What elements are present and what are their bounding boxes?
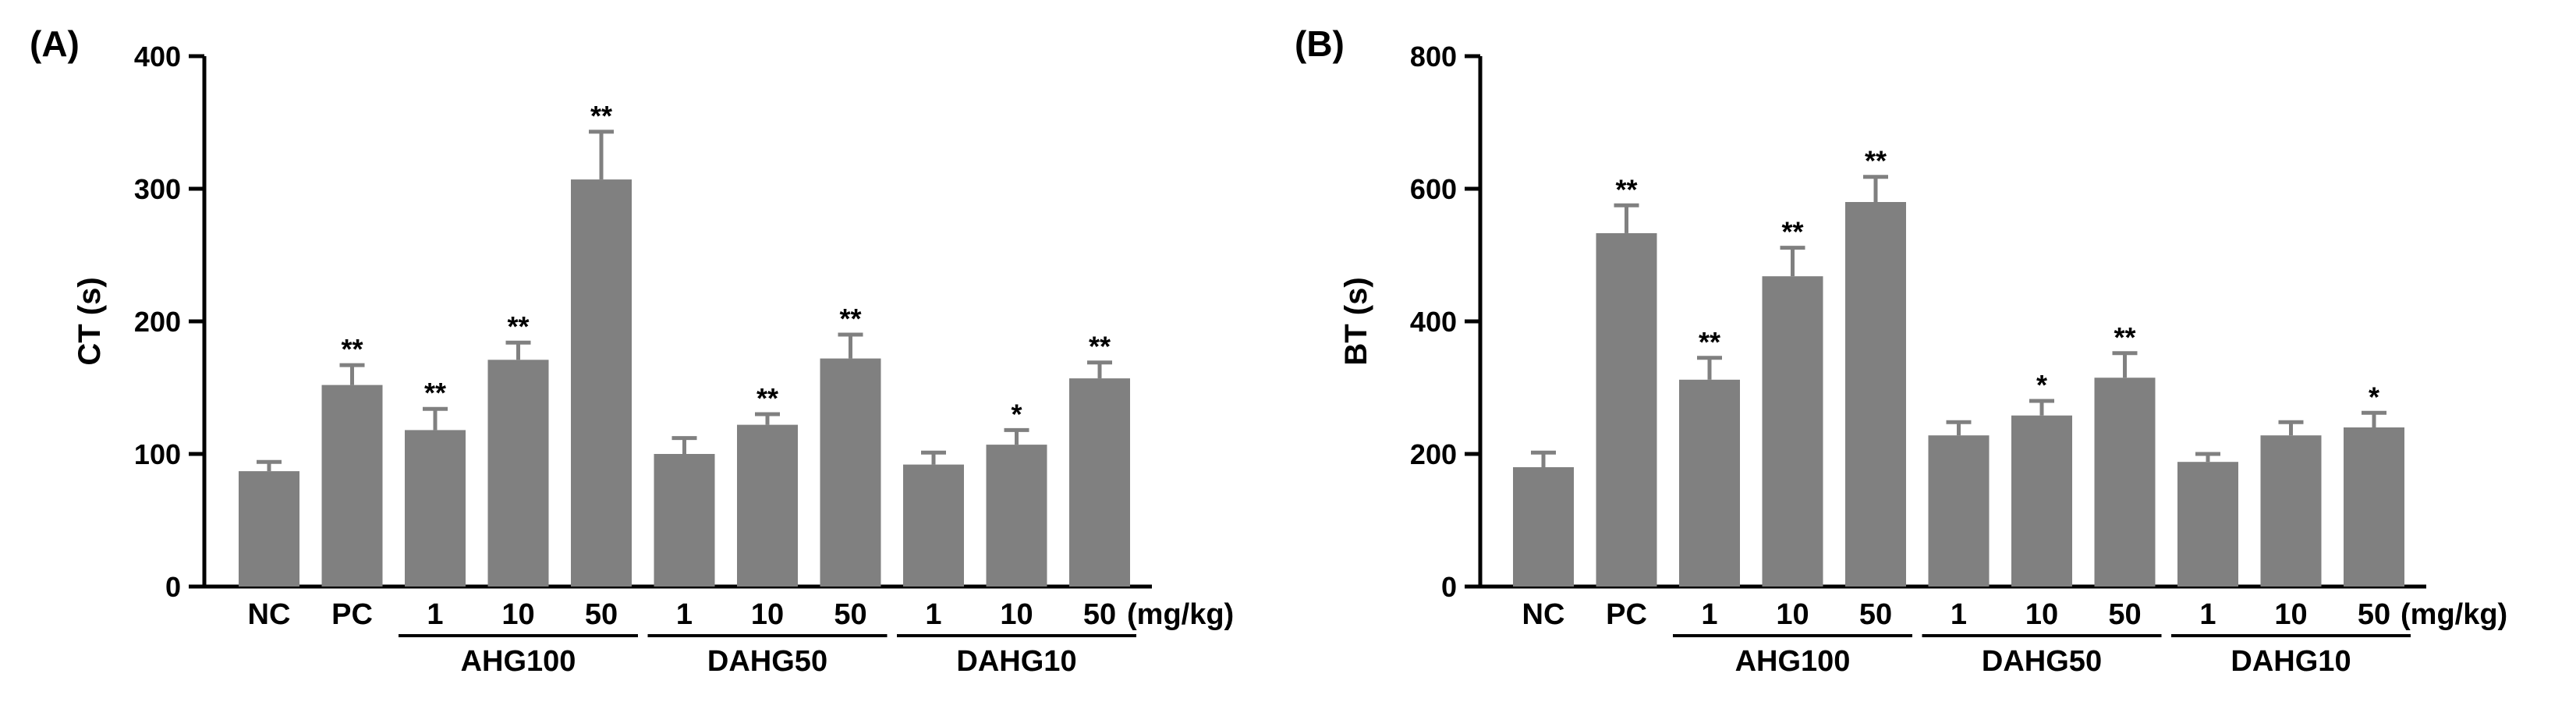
significance-label: ** [1699, 326, 1720, 358]
group-label: DAHG50 [1982, 645, 2102, 678]
bar [2177, 462, 2238, 587]
y-tick-label: 200 [134, 306, 181, 338]
unit-label: (mg/kg) [2401, 598, 2507, 631]
x-tick-label: 50 [585, 598, 618, 631]
significance-label: ** [1089, 331, 1111, 363]
x-tick-label: 1 [2199, 598, 2216, 631]
bar [405, 430, 466, 587]
significance-label: ** [341, 333, 363, 365]
x-tick-label: 10 [751, 598, 784, 631]
y-axis-label: CT (s) [73, 277, 107, 365]
bar [1845, 202, 1906, 587]
bar [239, 471, 299, 587]
x-tick-label: 10 [1776, 598, 1809, 631]
bar [571, 179, 632, 587]
bar [321, 385, 383, 587]
significance-label: ** [1781, 216, 1803, 248]
bar [2260, 435, 2322, 587]
bar [2344, 427, 2404, 587]
y-tick-label: 300 [134, 173, 181, 205]
bar [737, 424, 798, 587]
y-tick-label: 800 [1410, 41, 1457, 73]
bar [487, 360, 549, 587]
group-label: AHG100 [461, 645, 576, 678]
x-tick-label: 10 [2025, 598, 2058, 631]
x-tick-label: PC [1606, 598, 1647, 631]
x-tick-label: 50 [2108, 598, 2141, 631]
significance-label: ** [590, 100, 612, 132]
x-tick-label: 1 [427, 598, 443, 631]
significance-label: ** [2114, 321, 2135, 353]
y-tick-label: 400 [1410, 306, 1457, 338]
y-tick-label: 100 [134, 438, 181, 470]
bar [1679, 379, 1740, 587]
significance-label: ** [1865, 145, 1887, 177]
significance-label: ** [757, 382, 778, 414]
unit-label: (mg/kg) [1127, 598, 1234, 631]
bar [1513, 467, 1574, 587]
group-label: AHG100 [1735, 645, 1851, 678]
x-tick-label: 10 [2274, 598, 2307, 631]
bar [820, 358, 881, 587]
significance-label: ** [507, 310, 529, 342]
bar [2094, 378, 2156, 587]
x-tick-label: 10 [1000, 598, 1033, 631]
significance-label: * [2369, 381, 2379, 413]
x-tick-label: NC [1522, 598, 1565, 631]
x-tick-label: 1 [925, 598, 941, 631]
bar [1762, 276, 1823, 587]
significance-label: ** [839, 303, 861, 335]
x-tick-label: 50 [2358, 598, 2390, 631]
chart-panel-0: (A) CT (s) 0 100 200 300 400 NC ** PC ** 1 ** 10 ** 50 1… [30, 23, 1234, 678]
significance-label: ** [1615, 173, 1637, 205]
bar [1069, 378, 1130, 587]
significance-label: ** [424, 377, 446, 409]
y-tick-label: 400 [134, 41, 181, 73]
y-tick-label: 0 [165, 571, 181, 603]
y-axis-label: BT (s) [1339, 277, 1373, 365]
y-tick-label: 200 [1410, 438, 1457, 470]
x-tick-label: 50 [834, 598, 866, 631]
panel-label: (B) [1295, 23, 1345, 64]
y-tick-label: 600 [1410, 173, 1457, 205]
bar [986, 445, 1047, 587]
significance-label: * [2036, 369, 2047, 401]
panel-label: (A) [30, 23, 80, 64]
bar [2011, 415, 2072, 587]
x-tick-label: PC [331, 598, 373, 631]
bar [654, 454, 715, 587]
bar [903, 464, 964, 587]
bar [1928, 435, 1990, 587]
group-label: DAHG10 [956, 645, 1076, 678]
y-tick-label: 0 [1441, 571, 1457, 603]
x-tick-label: 1 [1951, 598, 1967, 631]
x-tick-label: 50 [1083, 598, 1116, 631]
group-label: DAHG10 [2231, 645, 2351, 678]
bar [1596, 232, 1657, 587]
x-tick-label: 10 [501, 598, 534, 631]
x-tick-label: 1 [676, 598, 693, 631]
x-tick-label: 1 [1701, 598, 1717, 631]
x-tick-label: NC [248, 598, 291, 631]
significance-label: * [1011, 398, 1022, 430]
group-label: DAHG50 [707, 645, 827, 678]
x-tick-label: 50 [1859, 598, 1892, 631]
